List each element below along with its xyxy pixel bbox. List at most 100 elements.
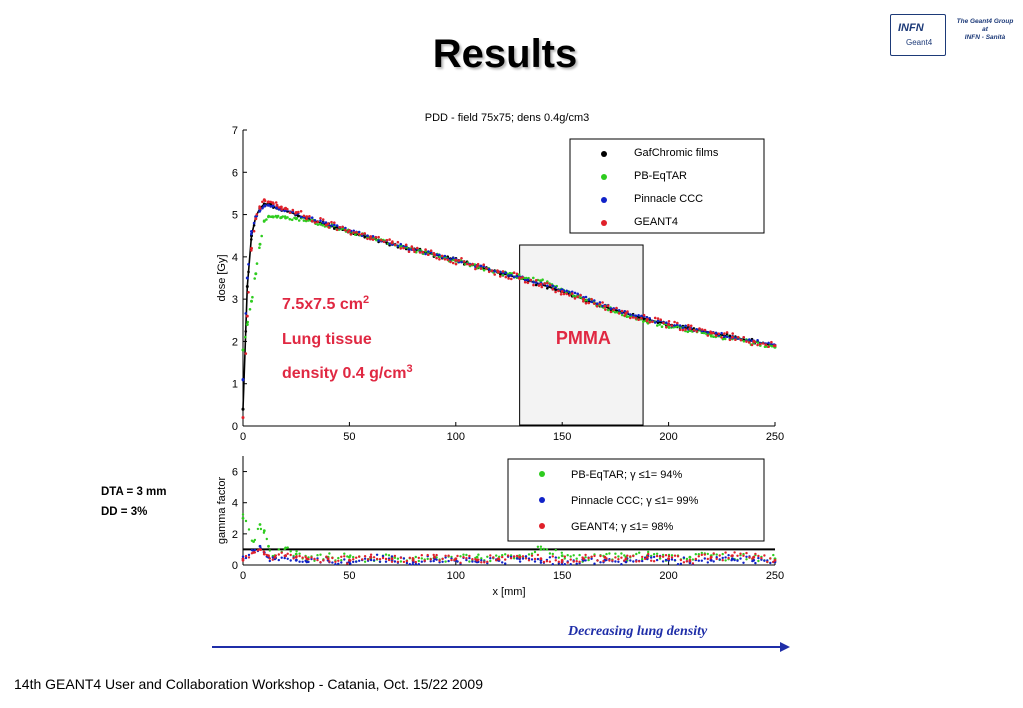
gamma-point bbox=[629, 555, 632, 558]
data-point bbox=[526, 278, 530, 282]
gamma-point bbox=[551, 552, 554, 556]
gamma-point bbox=[432, 553, 435, 557]
data-point bbox=[371, 238, 375, 241]
data-point bbox=[310, 219, 314, 223]
gamma-point bbox=[736, 554, 739, 557]
gamma-point bbox=[334, 560, 337, 563]
gamma-point bbox=[486, 555, 489, 558]
gamma-point bbox=[423, 559, 426, 562]
gamma-point bbox=[289, 559, 292, 562]
gamma-point bbox=[650, 559, 653, 562]
data-point bbox=[427, 250, 430, 253]
gamma-point bbox=[454, 557, 458, 561]
gamma-point bbox=[355, 556, 358, 559]
data-point bbox=[402, 246, 405, 250]
data-point bbox=[291, 210, 295, 214]
gamma-point bbox=[652, 553, 656, 556]
data-point bbox=[692, 329, 696, 332]
gamma-point bbox=[772, 560, 775, 564]
lung-density-arrowhead bbox=[780, 642, 790, 652]
legend-marker bbox=[601, 220, 607, 226]
pmma-region bbox=[519, 244, 644, 426]
y-tick-label: 5 bbox=[232, 210, 238, 222]
gamma-point bbox=[593, 562, 596, 565]
gamma-point bbox=[435, 556, 438, 559]
gamma-point bbox=[252, 540, 256, 543]
gamma-point bbox=[596, 559, 599, 562]
gamma-point bbox=[536, 553, 540, 557]
data-point bbox=[438, 258, 441, 261]
gamma-point bbox=[429, 558, 432, 561]
data-point bbox=[424, 252, 427, 256]
data-point bbox=[302, 214, 306, 218]
gamma-point bbox=[375, 553, 379, 556]
data-point bbox=[241, 407, 245, 411]
gamma-point bbox=[603, 555, 607, 559]
gamma-point bbox=[542, 547, 546, 551]
gamma-point bbox=[518, 555, 521, 559]
data-point bbox=[706, 331, 710, 334]
gamma-point bbox=[480, 559, 483, 562]
data-point bbox=[499, 272, 502, 276]
gamma-point bbox=[417, 563, 420, 566]
data-point bbox=[241, 378, 245, 381]
data-point bbox=[262, 204, 266, 208]
gamma-point bbox=[468, 554, 471, 558]
data-point bbox=[369, 235, 373, 239]
x-tick-label: 100 bbox=[447, 431, 465, 443]
data-point bbox=[736, 335, 740, 339]
gamma-point bbox=[757, 559, 760, 563]
gamma-point bbox=[471, 560, 474, 563]
gamma-point bbox=[539, 557, 543, 561]
gamma-point bbox=[638, 551, 641, 554]
data-point bbox=[521, 276, 524, 279]
gamma-point bbox=[745, 555, 748, 558]
gamma-point bbox=[475, 558, 479, 562]
gamma-point bbox=[435, 558, 438, 561]
data-point bbox=[582, 300, 585, 303]
gamma-point bbox=[560, 558, 564, 562]
data-point bbox=[267, 203, 270, 207]
gamma-point bbox=[277, 558, 280, 562]
y-tick-label: 4 bbox=[232, 252, 238, 264]
gamma-point bbox=[670, 554, 674, 557]
data-point bbox=[475, 264, 479, 268]
data-point bbox=[479, 267, 483, 270]
gamma-point bbox=[688, 558, 692, 562]
data-point bbox=[745, 340, 748, 343]
data-point bbox=[252, 229, 256, 233]
gamma-point bbox=[471, 558, 474, 561]
data-point bbox=[407, 250, 411, 253]
gamma-point bbox=[602, 559, 605, 563]
gamma-point bbox=[624, 557, 628, 561]
gamma-point bbox=[727, 556, 730, 560]
gamma-point bbox=[426, 553, 429, 557]
data-point bbox=[629, 313, 632, 316]
gamma-point bbox=[724, 551, 727, 554]
gamma-point bbox=[736, 559, 739, 562]
slide-title: Results bbox=[432, 32, 578, 76]
data-point bbox=[551, 284, 555, 288]
gamma-point bbox=[319, 561, 322, 564]
data-point bbox=[267, 215, 270, 219]
y-tick-label: 7 bbox=[232, 125, 238, 137]
gamma-point bbox=[294, 555, 298, 559]
x-tick-label: 0 bbox=[240, 431, 246, 443]
gamma-point bbox=[512, 555, 516, 558]
data-point bbox=[277, 208, 281, 211]
gamma-point bbox=[241, 516, 245, 520]
data-point bbox=[250, 238, 253, 241]
gamma-point bbox=[495, 559, 498, 562]
gamma-point bbox=[289, 553, 292, 557]
data-point bbox=[382, 240, 386, 244]
gamma-point bbox=[530, 552, 534, 555]
gamma-point bbox=[267, 544, 270, 548]
y-axis-label: dose [Gy] bbox=[216, 254, 228, 301]
gamma-point bbox=[652, 555, 656, 559]
gamma-point bbox=[506, 554, 510, 557]
data-point bbox=[319, 217, 322, 220]
gamma-point bbox=[645, 555, 649, 559]
gamma-point bbox=[352, 560, 355, 564]
gamma-point bbox=[614, 560, 617, 563]
data-point bbox=[645, 317, 649, 321]
